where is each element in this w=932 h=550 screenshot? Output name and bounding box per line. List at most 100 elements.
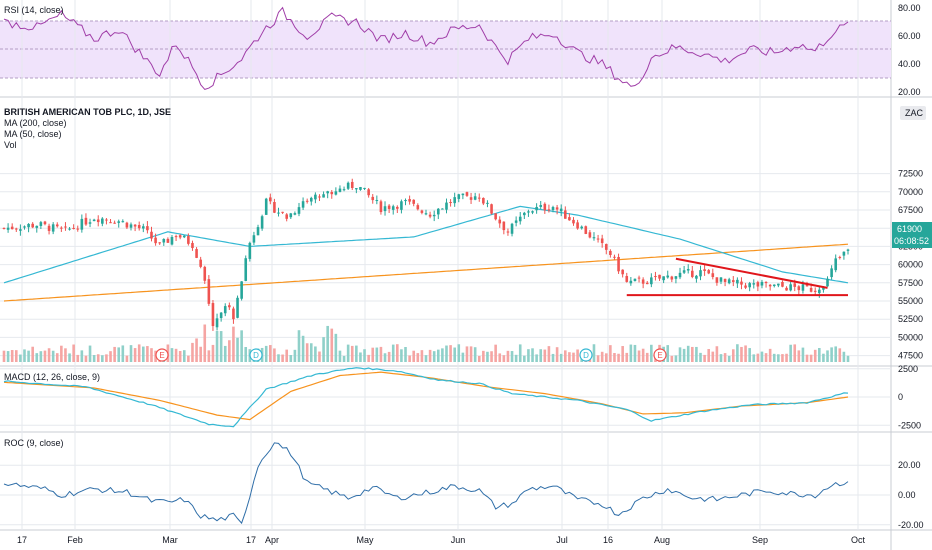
candle-body	[207, 279, 211, 304]
volume-bar	[416, 353, 420, 362]
candle-body	[678, 272, 682, 278]
volume-bar	[68, 353, 71, 362]
volume-bar	[772, 353, 776, 362]
volume-bar	[72, 344, 75, 362]
candle-body	[256, 227, 260, 236]
volume-bar	[387, 351, 391, 362]
volume-bar	[285, 349, 288, 362]
candle-body	[625, 275, 629, 282]
x-tick-label: Mar	[162, 535, 178, 545]
event-marker	[249, 348, 263, 362]
macd-signal-line	[3, 371, 849, 421]
volume-bar	[404, 346, 407, 362]
candle-body	[711, 273, 715, 278]
candle-body	[748, 283, 751, 288]
volume-bar	[215, 330, 219, 362]
roc-tick-label: 0.00	[898, 490, 916, 500]
volume-bar	[838, 348, 842, 362]
volume-bar	[244, 347, 248, 362]
volume-bar	[14, 350, 18, 362]
volume-bar	[469, 346, 473, 362]
candle-body	[105, 219, 108, 221]
volume-bar	[641, 348, 645, 362]
volume-bar	[727, 355, 731, 362]
candle-body	[264, 198, 268, 215]
candle-body	[322, 194, 325, 198]
volume-bar	[453, 347, 456, 362]
macd-line	[3, 367, 849, 428]
candle-body	[408, 199, 411, 202]
candle-body	[609, 250, 612, 255]
candle-body	[772, 284, 776, 287]
price-tick-label: 70000	[898, 187, 923, 197]
candle-body	[150, 231, 153, 239]
volume-bar	[150, 348, 153, 362]
candle-body	[2, 227, 6, 229]
volume-bar	[142, 346, 145, 362]
candle-body	[178, 235, 182, 238]
candle-body	[514, 220, 518, 223]
volume-bar	[559, 353, 563, 362]
candle-body	[277, 212, 280, 214]
ticker-badge	[900, 106, 926, 120]
candle-body	[305, 200, 309, 202]
volume-bar	[322, 337, 325, 362]
candle-body	[461, 193, 465, 196]
volume-bar	[396, 344, 399, 362]
candle-body	[617, 256, 620, 272]
x-tick-label: 16	[603, 535, 613, 545]
volume-bar	[383, 353, 387, 362]
volume-bar	[76, 354, 80, 362]
volume-bar	[96, 354, 100, 362]
candle-body	[211, 303, 215, 327]
volume-bar	[613, 353, 616, 362]
volume-bar	[359, 352, 362, 362]
volume-bar	[756, 353, 760, 362]
candle-body	[260, 216, 264, 229]
volume-bar	[674, 355, 678, 362]
price-tick-label: 57500	[898, 278, 923, 288]
bar-countdown: 06:08:52	[894, 236, 929, 246]
candle-body	[387, 205, 391, 209]
volume-bar	[781, 354, 784, 362]
candle-body	[584, 226, 588, 234]
volume-bar	[695, 346, 698, 362]
volume-bar	[502, 355, 506, 362]
x-tick-label: Sep	[752, 535, 768, 545]
volume-bar	[682, 348, 686, 362]
macd-label: MACD (12, 26, close, 9)	[4, 372, 100, 382]
candle-body	[768, 284, 772, 287]
volume-bar	[137, 344, 141, 362]
candle-body	[228, 305, 231, 308]
candle-body	[133, 224, 137, 227]
volume-bar	[203, 324, 207, 362]
volume-bar	[146, 346, 149, 362]
volume-bar	[207, 350, 211, 362]
candle-body	[396, 206, 399, 209]
volume-bar	[813, 349, 817, 362]
volume-bar	[55, 353, 59, 362]
candle-body	[715, 277, 719, 283]
candle-body	[125, 222, 129, 228]
candle-body	[686, 269, 690, 271]
candle-body	[297, 207, 301, 214]
candle-body	[588, 232, 592, 238]
volume-bar	[187, 355, 190, 362]
volume-bar	[457, 344, 461, 362]
candle-body	[658, 274, 661, 279]
candle-body	[182, 235, 186, 238]
candle-body	[531, 211, 534, 213]
volume-bar	[273, 348, 276, 362]
event-marker	[155, 348, 169, 362]
x-tick-label: Aug	[654, 535, 670, 545]
rsi-label: RSI (14, close)	[4, 5, 64, 15]
candle-body	[379, 201, 383, 213]
candle-body	[592, 237, 596, 239]
candle-body	[318, 196, 321, 198]
candle-body	[441, 208, 444, 210]
candle-body	[334, 191, 338, 195]
volume-bar	[473, 347, 477, 362]
price-tick-label: 47500	[898, 351, 923, 361]
event-marker	[579, 348, 593, 362]
volume-bar	[731, 349, 735, 362]
